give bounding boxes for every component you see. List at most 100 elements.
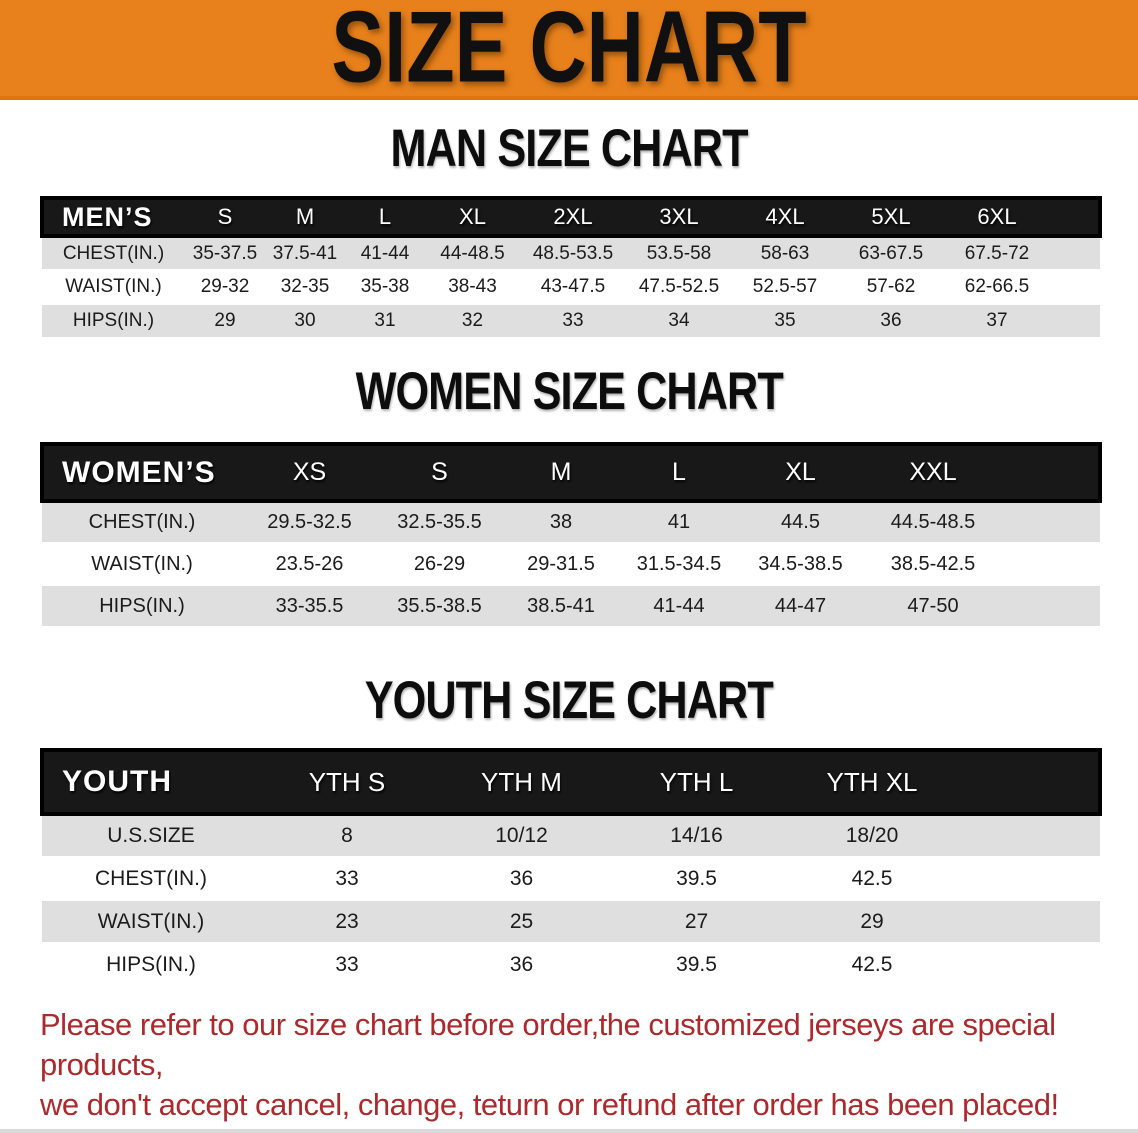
size-value-cell: 53.5-58	[626, 236, 732, 271]
size-column-header: YTH S	[260, 748, 434, 816]
row-label: HIPS(IN.)	[42, 585, 242, 628]
row-label: U.S.SIZE	[42, 814, 260, 858]
size-column-header: YTH XL	[784, 748, 960, 816]
size-column-header: 5XL	[838, 196, 944, 238]
size-column-header: XL	[425, 196, 520, 238]
row-label: HIPS(IN.)	[42, 943, 260, 987]
size-value-cell: 58-63	[732, 236, 838, 271]
size-value-cell: 35	[732, 304, 838, 339]
size-value-cell: 48.5-53.5	[520, 236, 626, 271]
size-value-cell: 8	[260, 814, 434, 858]
size-column-header: XS	[242, 442, 377, 503]
size-value-cell: 35-38	[345, 270, 425, 305]
mens-size-table: MEN’S S M L XL 2XL 3XL 4XL 5XL 6XL CHEST(IN.) 35-3…	[40, 196, 1102, 339]
table-row: CHEST(IN.) 35-37.5 37.5-41 41-44 44-48.5 48.5…	[42, 236, 1100, 271]
size-value-cell: 37	[944, 304, 1050, 339]
womens-header-row: WOMEN’S XS S M L XL XXL	[40, 442, 1102, 503]
header-filler	[960, 748, 1102, 816]
table-corner-label: YOUTH	[40, 748, 260, 816]
size-value-cell: 35-37.5	[185, 236, 265, 271]
row-label: CHEST(IN.)	[42, 501, 242, 544]
man-section-title-wrap: MAN SIZE CHART	[0, 117, 1138, 178]
table-row: HIPS(IN.) 33 36 39.5 42.5	[42, 943, 1100, 987]
row-label: WAIST(IN.)	[42, 900, 260, 944]
size-value-cell: 34	[626, 304, 732, 339]
size-value-cell: 33	[520, 304, 626, 339]
table-corner-label: WOMEN’S	[40, 442, 242, 503]
size-value-cell: 67.5-72	[944, 236, 1050, 271]
table-row: WAIST(IN.) 23 25 27 29	[42, 900, 1100, 944]
size-value-cell: 52.5-57	[732, 270, 838, 305]
size-column-header: L	[345, 196, 425, 238]
womens-size-table: WOMEN’S XS S M L XL XXL CHEST(IN.) 29.5-32.5 32.…	[40, 442, 1102, 628]
size-column-header: 2XL	[520, 196, 626, 238]
size-chart-banner: SIZE CHART	[0, 0, 1138, 103]
table-row: HIPS(IN.) 33-35.5 35.5-38.5 38.5-41 41-44 44-…	[42, 585, 1100, 628]
size-value-cell: 23.5-26	[242, 543, 377, 586]
size-value-cell: 33	[260, 943, 434, 987]
size-value-cell: 31	[345, 304, 425, 339]
youth-section-title-wrap: YOUTH SIZE CHART	[0, 670, 1138, 728]
size-value-cell: 36	[838, 304, 944, 339]
row-filler	[960, 900, 1100, 944]
size-value-cell: 23	[260, 900, 434, 944]
row-label: WAIST(IN.)	[42, 270, 185, 305]
size-value-cell: 36	[434, 857, 609, 901]
size-value-cell: 32-35	[265, 270, 345, 305]
size-value-cell: 33	[260, 857, 434, 901]
header-filler	[1003, 442, 1102, 503]
size-value-cell: 33-35.5	[242, 585, 377, 628]
table-row: WAIST(IN.) 29-32 32-35 35-38 38-43 43-47.5 47.…	[42, 270, 1100, 305]
youth-size-table: YOUTH YTH S YTH M YTH L YTH XL U.S.SIZE 8 10/1…	[40, 748, 1102, 987]
youth-header-row: YOUTH YTH S YTH M YTH L YTH XL	[40, 748, 1102, 816]
row-filler	[960, 814, 1100, 858]
size-value-cell: 38-43	[425, 270, 520, 305]
bottom-divider	[0, 1129, 1138, 1133]
row-filler	[960, 943, 1100, 987]
size-column-header: YTH M	[434, 748, 609, 816]
table-row: HIPS(IN.) 29 30 31 32 33 34 35 36 37	[42, 304, 1100, 339]
size-value-cell: 44.5	[738, 501, 863, 544]
banner-title: SIZE CHART	[331, 0, 807, 104]
size-column-header: 4XL	[732, 196, 838, 238]
size-value-cell: 39.5	[609, 857, 784, 901]
disclaimer-line-1: Please refer to our size chart before or…	[40, 1007, 1056, 1082]
size-value-cell: 44.5-48.5	[863, 501, 1003, 544]
order-disclaimer: Please refer to our size chart before or…	[40, 1005, 1118, 1125]
disclaimer-line-2: we don't accept cancel, change, teturn o…	[40, 1087, 1059, 1122]
size-value-cell: 10/12	[434, 814, 609, 858]
size-value-cell: 27	[609, 900, 784, 944]
size-value-cell: 47.5-52.5	[626, 270, 732, 305]
size-value-cell: 34.5-38.5	[738, 543, 863, 586]
mens-header-row: MEN’S S M L XL 2XL 3XL 4XL 5XL 6XL	[40, 196, 1102, 238]
row-filler	[1003, 501, 1100, 544]
table-row: WAIST(IN.) 23.5-26 26-29 29-31.5 31.5-34.5 34…	[42, 543, 1100, 586]
table-corner-label: MEN’S	[40, 196, 185, 238]
row-filler	[1050, 304, 1100, 339]
size-value-cell: 38.5-42.5	[863, 543, 1003, 586]
header-filler	[1050, 196, 1102, 238]
size-value-cell: 47-50	[863, 585, 1003, 628]
row-label: HIPS(IN.)	[42, 304, 185, 339]
size-value-cell: 42.5	[784, 943, 960, 987]
size-value-cell: 18/20	[784, 814, 960, 858]
size-value-cell: 38.5-41	[502, 585, 620, 628]
man-section-title: MAN SIZE CHART	[390, 117, 748, 178]
size-column-header: L	[620, 442, 738, 503]
size-value-cell: 44-48.5	[425, 236, 520, 271]
size-value-cell: 44-47	[738, 585, 863, 628]
size-value-cell: 25	[434, 900, 609, 944]
size-value-cell: 38	[502, 501, 620, 544]
size-value-cell: 29	[185, 304, 265, 339]
size-value-cell: 29-31.5	[502, 543, 620, 586]
size-value-cell: 29-32	[185, 270, 265, 305]
size-value-cell: 32	[425, 304, 520, 339]
size-value-cell: 43-47.5	[520, 270, 626, 305]
row-filler	[1050, 270, 1100, 305]
table-row: CHEST(IN.) 33 36 39.5 42.5	[42, 857, 1100, 901]
table-row: U.S.SIZE 8 10/12 14/16 18/20	[42, 814, 1100, 858]
table-row: CHEST(IN.) 29.5-32.5 32.5-35.5 38 41 44.5 44.5…	[42, 501, 1100, 544]
size-value-cell: 26-29	[377, 543, 502, 586]
size-value-cell: 37.5-41	[265, 236, 345, 271]
size-value-cell: 39.5	[609, 943, 784, 987]
